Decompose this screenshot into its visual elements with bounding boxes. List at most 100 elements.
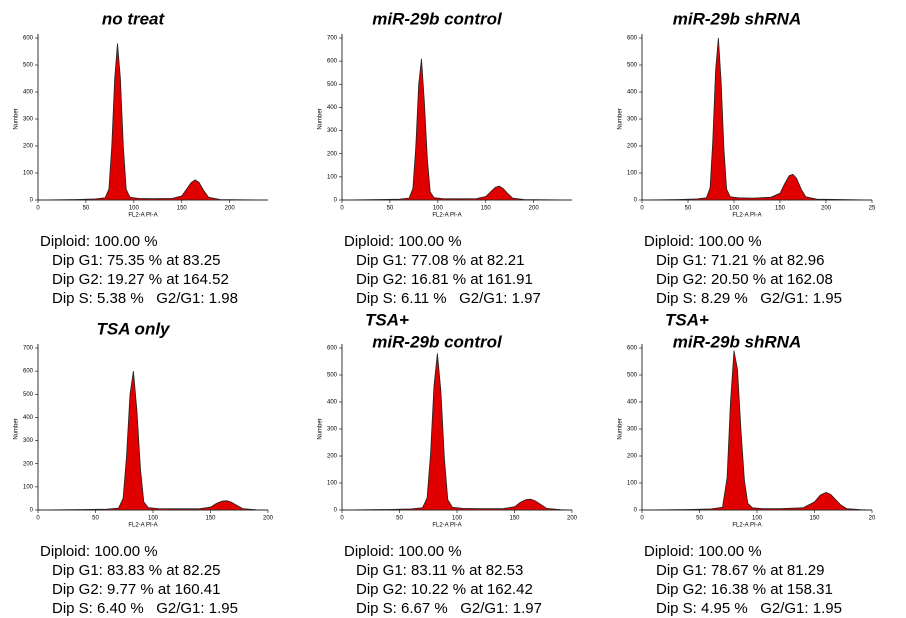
x-tick-label: 200 <box>263 516 274 522</box>
x-tick-label: 0 <box>36 206 40 212</box>
y-tick-label: 200 <box>627 144 638 150</box>
x-tick-label: 200 <box>529 206 540 212</box>
y-tick-label: 400 <box>327 400 338 406</box>
y-tick-label: 0 <box>30 198 34 204</box>
stat-line: Dip G2: 20.50 % at 162.08 <box>656 271 833 288</box>
y-axis-label: Number <box>318 108 324 129</box>
histogram-area <box>641 37 873 201</box>
x-tick-label: 150 <box>775 206 786 212</box>
chart-title: miR-29b shRNA <box>673 9 801 28</box>
y-tick-label: 600 <box>327 59 338 65</box>
x-axis-label: FL2-A PI-A <box>732 213 761 219</box>
x-tick-label: 50 <box>396 516 403 522</box>
y-tick-label: 0 <box>634 508 638 514</box>
y-tick-label: 300 <box>23 117 34 123</box>
y-tick-label: 300 <box>23 438 34 444</box>
x-tick-label: 150 <box>481 206 492 212</box>
x-tick-label: 100 <box>433 206 444 212</box>
stat-line: Dip G1: 75.35 % at 83.25 <box>52 252 220 269</box>
stat-line: Dip G2: 16.38 % at 158.31 <box>656 581 833 598</box>
x-tick-label: 150 <box>809 516 820 522</box>
x-axis-label: FL2-A PI-A <box>432 523 461 529</box>
x-tick-label: 50 <box>685 206 692 212</box>
stat-line: Dip G1: 71.21 % at 82.96 <box>656 252 824 269</box>
y-tick-label: 500 <box>627 373 638 379</box>
histogram-area <box>341 58 573 201</box>
y-tick-label: 500 <box>627 63 638 69</box>
x-tick-label: 100 <box>148 516 159 522</box>
x-tick-label: 0 <box>640 206 644 212</box>
y-tick-label: 600 <box>627 346 638 352</box>
y-tick-label: 500 <box>23 63 34 69</box>
y-tick-label: 400 <box>23 415 34 421</box>
histogram-area <box>37 43 269 201</box>
y-tick-label: 100 <box>23 171 34 177</box>
y-tick-label: 400 <box>627 400 638 406</box>
stat-line: Diploid: 100.00 % <box>40 543 158 560</box>
x-tick-label: 25 <box>869 206 876 212</box>
stat-line: Dip S: 8.29 % G2/G1: 1.95 <box>656 290 842 307</box>
y-tick-label: 100 <box>627 171 638 177</box>
y-tick-label: 600 <box>627 36 638 42</box>
x-tick-label: 150 <box>509 516 520 522</box>
chart-title: miR-29b control <box>372 9 503 28</box>
x-tick-label: 150 <box>205 516 216 522</box>
x-tick-label: 50 <box>83 206 90 212</box>
x-tick-label: 100 <box>452 516 463 522</box>
stat-line: Diploid: 100.00 % <box>344 233 462 250</box>
y-tick-label: 300 <box>327 427 338 433</box>
y-axis-label: Number <box>618 108 624 129</box>
x-tick-label: 100 <box>752 516 763 522</box>
stat-line: Dip S: 5.38 % G2/G1: 1.98 <box>52 290 238 307</box>
y-tick-label: 200 <box>327 454 338 460</box>
y-tick-label: 100 <box>327 174 338 180</box>
y-tick-label: 600 <box>327 346 338 352</box>
y-tick-label: 300 <box>627 427 638 433</box>
x-tick-label: 50 <box>696 516 703 522</box>
x-tick-label: 200 <box>225 206 236 212</box>
chart-subtitle: miR-29b shRNA <box>673 332 801 351</box>
x-tick-label: 0 <box>340 206 344 212</box>
histogram-area <box>641 350 873 511</box>
chart-title: TSA only <box>96 319 171 338</box>
x-axis-label: FL2-A PI-A <box>732 523 761 529</box>
y-tick-label: 500 <box>327 82 338 88</box>
y-tick-label: 400 <box>23 90 34 96</box>
stat-line: Dip G2: 16.81 % at 161.91 <box>356 271 533 288</box>
stat-line: Dip S: 6.67 % G2/G1: 1.97 <box>356 600 542 617</box>
y-axis-label: Number <box>14 418 20 439</box>
y-tick-label: 400 <box>627 90 638 96</box>
y-tick-label: 600 <box>23 36 34 42</box>
x-tick-label: 200 <box>821 206 832 212</box>
y-axis-label: Number <box>14 108 20 129</box>
stat-line: Dip G1: 83.83 % at 82.25 <box>52 562 220 579</box>
stat-line: Diploid: 100.00 % <box>344 543 462 560</box>
y-axis-label: Number <box>618 418 624 439</box>
y-tick-label: 0 <box>30 508 34 514</box>
x-tick-label: 0 <box>340 516 344 522</box>
chart-subtitle: miR-29b control <box>372 332 503 351</box>
x-axis-label: FL2-A PI-A <box>128 523 157 529</box>
y-tick-label: 100 <box>327 481 338 487</box>
chart-title: no treat <box>102 9 166 28</box>
y-tick-label: 700 <box>327 36 338 42</box>
stat-line: Dip G1: 77.08 % at 82.21 <box>356 252 524 269</box>
y-tick-label: 0 <box>334 508 338 514</box>
y-tick-label: 500 <box>327 373 338 379</box>
y-tick-label: 700 <box>23 346 34 352</box>
x-tick-label: 100 <box>129 206 140 212</box>
stat-line: Diploid: 100.00 % <box>40 233 158 250</box>
y-tick-label: 100 <box>627 481 638 487</box>
stat-line: Dip S: 6.40 % G2/G1: 1.95 <box>52 600 238 617</box>
y-axis-label: Number <box>318 418 324 439</box>
x-tick-label: 150 <box>177 206 188 212</box>
y-tick-label: 200 <box>23 461 34 467</box>
y-tick-label: 200 <box>627 454 638 460</box>
stat-line: Dip G2: 10.22 % at 162.42 <box>356 581 533 598</box>
x-tick-label: 0 <box>640 516 644 522</box>
stat-line: Dip G2: 9.77 % at 160.41 <box>52 581 220 598</box>
x-tick-label: 100 <box>729 206 740 212</box>
x-tick-label: 0 <box>36 516 40 522</box>
y-tick-label: 300 <box>627 117 638 123</box>
